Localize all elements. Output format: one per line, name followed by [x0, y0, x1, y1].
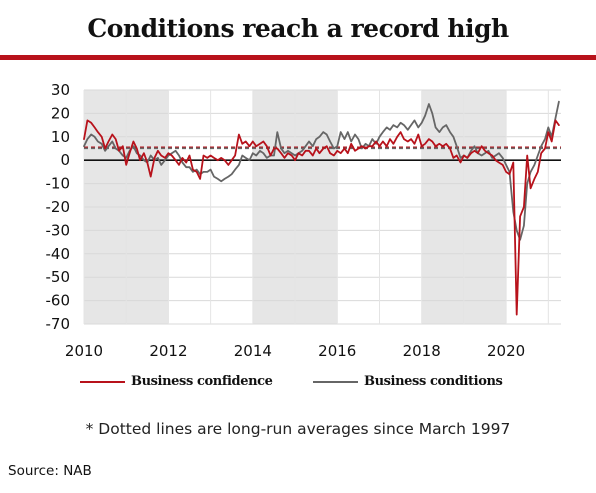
x-tick-label-4: 2018 — [403, 342, 441, 360]
y-tick-label-10: -70 — [46, 315, 71, 333]
y-tick-label-4: -10 — [46, 175, 71, 193]
legend-swatch-conditions — [313, 380, 358, 383]
footnote: * Dotted lines are long-run averages sin… — [85, 420, 511, 438]
y-tick-label-1: 20 — [51, 104, 70, 122]
y-tick-label-2: 10 — [51, 128, 70, 146]
legend-swatch-confidence — [80, 380, 125, 383]
chart-title: Conditions reach a record high — [87, 14, 509, 43]
y-tick-label-5: -20 — [46, 198, 71, 216]
source-note: Source: NAB — [8, 463, 92, 479]
series-line-business-confidence — [83, 119, 560, 316]
y-tick-label-9: -60 — [46, 292, 71, 310]
legend: Business confidence Business conditions — [0, 374, 596, 396]
x-tick-label-5: 2020 — [487, 342, 525, 360]
legend-item-confidence: Business confidence — [80, 374, 273, 389]
y-tick-label-0: 30 — [51, 81, 70, 99]
y-tick-label-6: -30 — [46, 221, 71, 239]
x-tick-label-1: 2012 — [149, 342, 187, 360]
series-line-business-conditions — [83, 100, 560, 241]
y-tick-label-3: 0 — [60, 151, 70, 169]
x-tick-label-3: 2016 — [318, 342, 356, 360]
legend-label-conditions: Business conditions — [364, 374, 503, 389]
x-tick-label-0: 2010 — [65, 342, 103, 360]
x-tick-label-2: 2014 — [234, 342, 272, 360]
legend-item-conditions: Business conditions — [313, 374, 503, 389]
legend-label-confidence: Business confidence — [131, 374, 273, 389]
y-tick-label-7: -40 — [46, 245, 71, 263]
title-rule — [0, 55, 596, 60]
y-tick-label-8: -50 — [46, 268, 71, 286]
